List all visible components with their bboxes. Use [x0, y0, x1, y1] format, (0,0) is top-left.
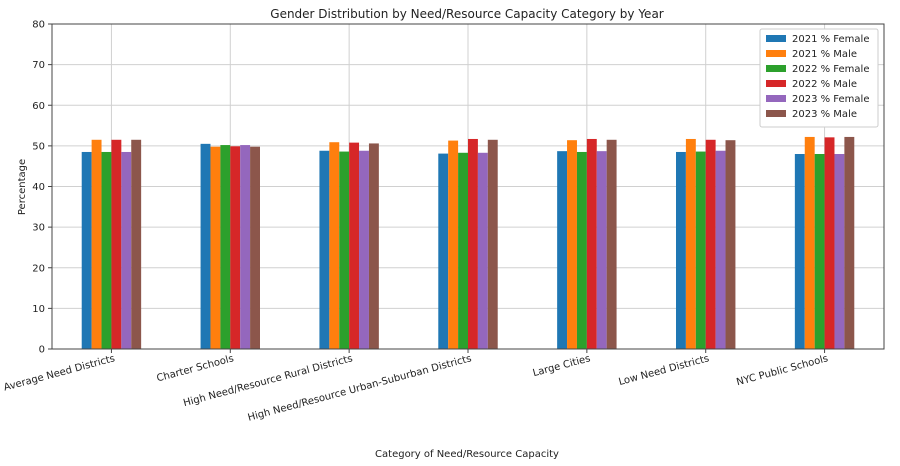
- bar: [477, 152, 488, 349]
- bar: [368, 143, 379, 349]
- bar: [557, 151, 568, 349]
- bar: [705, 139, 716, 349]
- x-tick-label: High Need/Resource Urban-Suburban Distri…: [247, 353, 473, 423]
- x-tick-label: NYC Public Schools: [735, 353, 829, 388]
- legend-swatch: [766, 95, 786, 102]
- legend-swatch: [766, 35, 786, 42]
- x-tick-label: Average Need Districts: [3, 353, 117, 393]
- bar: [91, 139, 102, 349]
- chart-title: Gender Distribution by Need/Resource Cap…: [270, 7, 664, 21]
- y-axis-label: Percentage: [17, 159, 28, 215]
- legend-label: 2022 % Female: [792, 64, 869, 75]
- bar: [586, 138, 597, 349]
- bar: [329, 142, 340, 349]
- bar: [349, 142, 360, 349]
- bar: [240, 145, 251, 349]
- legend-box: [759, 28, 879, 128]
- y-tick-label: 0: [39, 345, 45, 356]
- bar: [319, 150, 330, 349]
- bar: [339, 151, 350, 349]
- bar: [81, 151, 92, 349]
- bar: [200, 143, 211, 349]
- legend: 2021 % Female 2021 % Male 2022 % Female 202…: [759, 28, 879, 128]
- x-tick-label: Low Need Districts: [618, 353, 711, 388]
- legend-swatch: [766, 65, 786, 72]
- y-tick-label: 30: [32, 223, 45, 234]
- y-tick-label: 60: [32, 101, 45, 112]
- bar: [725, 140, 736, 349]
- bar: [101, 151, 112, 349]
- bar: [844, 136, 855, 349]
- bar: [695, 151, 706, 349]
- bar: [468, 138, 478, 349]
- bar: [121, 151, 132, 349]
- bar: [715, 150, 726, 349]
- legend-swatch: [766, 80, 786, 87]
- x-tick-label: Large Cities: [532, 353, 592, 379]
- bar: [210, 146, 221, 349]
- y-tick-label: 80: [32, 20, 45, 31]
- x-axis-label: Category of Need/Resource Capacity: [375, 449, 559, 460]
- bar: [438, 153, 449, 349]
- bar: [794, 154, 805, 349]
- bar: [220, 145, 231, 349]
- y-tick-labels: 0 10 20 30 40 50 60 70 80: [32, 20, 45, 356]
- legend-label: 2023 % Female: [792, 94, 869, 105]
- legend-label: 2022 % Male: [792, 79, 857, 90]
- legend-swatch: [766, 50, 786, 57]
- legend-label: 2021 % Male: [792, 49, 857, 60]
- bars: [81, 136, 855, 349]
- plot-frame: [51, 23, 885, 350]
- axes: [48, 23, 885, 353]
- legend-label: 2021 % Female: [792, 34, 869, 45]
- bar: [824, 137, 835, 349]
- y-tick-label: 50: [32, 141, 45, 152]
- bar: [804, 136, 815, 349]
- bar: [458, 152, 468, 349]
- bar: [814, 154, 825, 349]
- x-tick-label: Charter Schools: [156, 353, 235, 384]
- bar: [448, 140, 459, 349]
- y-tick-label: 10: [32, 304, 45, 315]
- bar: [359, 150, 369, 349]
- bar: [834, 154, 845, 349]
- bar: [685, 138, 696, 349]
- bar: [567, 140, 577, 349]
- legend-label: 2023 % Male: [792, 109, 857, 120]
- bar: [131, 139, 142, 349]
- bar: [676, 151, 686, 349]
- x-tick-labels: Average Need Districts Charter Schools Hig…: [3, 353, 830, 423]
- bar: [111, 139, 122, 349]
- y-tick-label: 70: [32, 60, 45, 71]
- legend-swatch: [766, 110, 786, 117]
- bar: [230, 146, 241, 349]
- bar: [596, 151, 607, 349]
- bar: [487, 139, 498, 349]
- bar: [576, 151, 587, 349]
- bar: [606, 139, 617, 349]
- bar: [250, 146, 260, 349]
- y-tick-label: 40: [32, 182, 45, 193]
- y-tick-label: 20: [32, 263, 45, 274]
